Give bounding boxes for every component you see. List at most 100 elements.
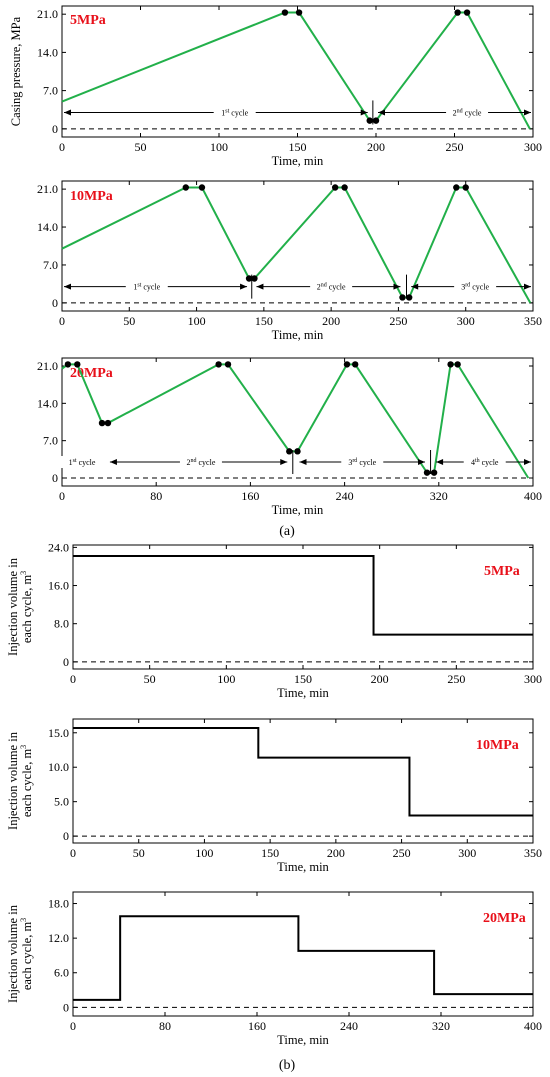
x-tick-label: 240	[336, 489, 354, 503]
data-marker	[430, 469, 438, 476]
series-line	[73, 915, 533, 1001]
y-axis-title: Injection volume ineach cycle, m3	[6, 904, 34, 1003]
x-tick-label: 150	[261, 846, 279, 860]
x-tick-label: 320	[432, 1019, 450, 1033]
cycle-arrow-head-right	[524, 109, 531, 116]
y-tick-label: 18.0	[48, 897, 69, 911]
data-marker	[245, 275, 253, 282]
x-tick-label: 0	[70, 1019, 76, 1033]
data-marker	[251, 275, 258, 282]
y-axis-title: Injection volume ineach cycle, m3	[6, 557, 34, 656]
x-tick-label: 160	[248, 1019, 266, 1033]
x-tick-label: 100	[195, 846, 213, 860]
data-marker	[182, 184, 190, 191]
x-tick-label: 50	[123, 314, 135, 328]
data-marker	[366, 117, 373, 124]
y-tick-label: 0	[63, 1000, 69, 1014]
x-tick-label: 150	[289, 140, 307, 154]
y-tick-label: 21.0	[37, 182, 58, 196]
y-tick-label: 0	[52, 296, 58, 310]
x-tick-label: 160	[241, 489, 259, 503]
x-tick-label: 200	[327, 846, 345, 860]
plot-frame	[72, 718, 534, 844]
series-line	[73, 554, 533, 636]
x-axis-title: Time, min	[272, 328, 324, 342]
cycle-label-bg	[310, 280, 353, 293]
cycle-label-bg	[213, 106, 256, 119]
y-axis-title: Injection volume ineach cycle, m3	[6, 731, 34, 830]
data-marker	[64, 361, 72, 368]
y-tick-label: 0	[63, 655, 69, 669]
x-tick-label: 0	[70, 672, 76, 686]
x-tick-label: 300	[457, 314, 475, 328]
cycle-label-bg	[179, 456, 222, 468]
x-axis-title: Time, min	[277, 686, 329, 700]
x-tick-label: 50	[144, 672, 156, 686]
data-marker	[74, 361, 81, 368]
cycle-label: 1st cycle	[133, 283, 160, 292]
cycle-arrow-head-right	[393, 283, 401, 290]
data-marker	[104, 419, 112, 427]
x-tick-label: 50	[133, 846, 145, 860]
chart-3: 0 7.0 14.0 21.0 0 80 160 240 320 400 Time, min 20MP…	[37, 357, 542, 517]
y-tick-label: 14.0	[37, 396, 58, 410]
cycle-arrow-head-right	[524, 459, 531, 465]
x-tick-label: 200	[371, 672, 389, 686]
cycle-arrow-head-left	[299, 459, 307, 465]
pressure-label: 5MPa	[484, 564, 520, 579]
x-tick-label: 200	[367, 140, 385, 154]
cycle-arrow-head-right	[360, 109, 368, 116]
series-line	[73, 726, 533, 817]
chart-5: 0 5.0 10.0 15.0 0 50 100 150 200 250 300 350 Time, m…	[6, 718, 542, 874]
y-tick-label: 10.0	[48, 760, 69, 774]
data-marker	[447, 361, 454, 368]
pressure-label: 20MPa	[483, 911, 526, 926]
x-tick-label: 0	[59, 489, 65, 503]
cycle-arrow-head-right	[280, 459, 288, 465]
y-tick-label: 0	[52, 471, 58, 485]
data-marker	[98, 419, 106, 427]
pressure-label: 20MPa	[70, 366, 113, 381]
cycle-label: 1st cycle	[221, 108, 248, 117]
panel-a-caption: (a)	[279, 524, 295, 539]
y-axis-title: Casing pressure, MPa	[9, 16, 23, 126]
x-tick-label: 350	[524, 846, 542, 860]
x-tick-label: 300	[524, 140, 542, 154]
plot-frame	[72, 891, 534, 1017]
plot-frame	[72, 544, 534, 670]
pressure-label: 10MPa	[70, 189, 113, 204]
y-tick-label: 14.0	[37, 45, 58, 59]
charts-group: 0 7.0 14.0 21.0 0 50 100 150 200 250 300 Time, min C…	[6, 5, 542, 1047]
data-marker	[454, 361, 461, 368]
data-marker	[405, 294, 413, 301]
cycle-arrow-head-left	[378, 109, 385, 116]
cycle-label-bg	[341, 456, 384, 468]
y-tick-label: 0	[52, 122, 58, 136]
y-tick-label: 7.0	[43, 84, 58, 98]
data-marker	[286, 448, 293, 455]
plot-frame	[61, 180, 534, 312]
y-tick-label: 5.0	[54, 795, 69, 809]
cycle-label: 2nd cycle	[317, 283, 346, 292]
y-tick-label: 24.0	[48, 540, 69, 554]
series-line	[61, 363, 530, 479]
data-marker	[198, 184, 206, 191]
data-marker	[372, 117, 380, 124]
data-marker	[331, 184, 339, 191]
x-tick-label: 0	[59, 314, 65, 328]
x-tick-label: 0	[70, 846, 76, 860]
x-tick-label: 50	[135, 140, 147, 154]
y-tick-label: 21.0	[37, 359, 58, 373]
data-marker	[423, 469, 431, 476]
data-marker	[294, 448, 301, 455]
chart-6: 0 6.0 12.0 18.0 0 80 160 240 320 400 Time, min Inje…	[6, 891, 542, 1047]
x-tick-label: 350	[524, 314, 542, 328]
panel-b-caption: (b)	[279, 1058, 296, 1073]
data-marker	[281, 9, 289, 16]
cycle-arrow-head-left	[256, 283, 264, 290]
x-tick-label: 300	[524, 672, 542, 686]
x-tick-label: 80	[159, 1019, 171, 1033]
data-marker	[295, 9, 303, 16]
cycle-label-bg	[125, 280, 168, 293]
cycle-arrow-head-right	[418, 459, 426, 465]
